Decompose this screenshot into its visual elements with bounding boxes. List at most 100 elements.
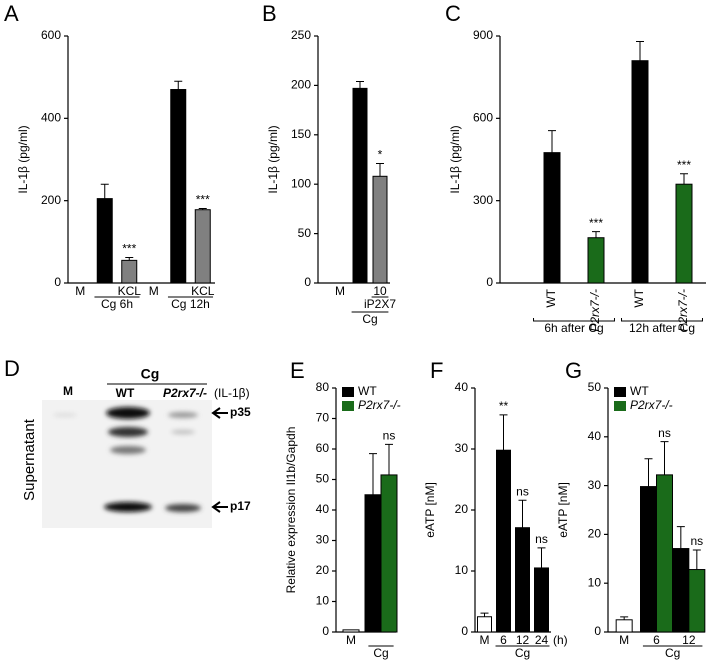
band-label: p17 <box>230 499 251 513</box>
group-label: Cg <box>665 646 680 660</box>
y-tick-label: 0 <box>54 275 61 289</box>
bar <box>543 152 561 284</box>
y-tick-label: 200 <box>291 78 311 92</box>
x-tick-label: 24 <box>535 633 549 647</box>
lane-label: M <box>63 384 73 398</box>
panel-letter: G <box>565 358 582 383</box>
significance-label: *** <box>677 158 691 172</box>
error-bar <box>376 162 384 177</box>
y-tick-label: 20 <box>455 502 469 516</box>
bar <box>496 449 511 633</box>
x-tick-label: 12 <box>682 633 696 647</box>
y-tick-label: 60 <box>316 441 330 455</box>
significance-label: ns <box>658 426 671 440</box>
x-tick-label: 10 <box>373 284 387 298</box>
legend-label: WT <box>630 384 649 398</box>
y-tick-label: 600 <box>41 28 61 42</box>
group-label: Cg <box>373 646 388 660</box>
x-tick-label: 6 <box>500 633 507 647</box>
y-tick-label: 250 <box>291 28 311 42</box>
group-line <box>533 318 615 322</box>
arrow <box>211 501 228 513</box>
group-label: Cg 6h <box>101 297 133 311</box>
bar <box>587 237 605 284</box>
y-tick-label: 30 <box>455 441 469 455</box>
bar <box>515 527 530 633</box>
significance-label: * <box>378 148 383 162</box>
bar <box>194 209 211 284</box>
bar <box>656 474 673 633</box>
y-tick-label: 10 <box>316 594 330 608</box>
arrow <box>211 407 228 419</box>
y-tick-label: 900 <box>473 28 493 42</box>
group-line <box>621 318 703 322</box>
x-tick-label: M <box>75 284 85 298</box>
legend-swatch <box>342 401 354 411</box>
x-tick-label: M <box>619 633 629 647</box>
bar <box>534 567 549 633</box>
panel-letter: C <box>445 1 461 26</box>
error-bar <box>537 547 546 568</box>
x-tick-label: WT <box>544 288 558 307</box>
error-bar <box>620 616 629 620</box>
x-tick-label: WT <box>632 288 646 307</box>
error-bar <box>680 173 688 185</box>
error-bar <box>636 40 644 61</box>
y-axis-label: eATP [nM] <box>423 482 437 538</box>
x-tick-label: 6 <box>653 633 660 647</box>
y-tick-label: 50 <box>298 226 312 240</box>
lane-label: P2rx7-/- <box>163 386 207 400</box>
fraction-label: Supernatant <box>21 418 38 501</box>
error-bar <box>548 130 556 153</box>
significance-label: *** <box>122 242 136 256</box>
y-tick-label: 10 <box>455 563 469 577</box>
legend-swatch <box>614 387 626 397</box>
y-tick-label: 0 <box>322 624 329 638</box>
group-label: Cg <box>362 312 377 326</box>
error-bar <box>499 414 508 451</box>
group-label: 6h after Cg <box>544 321 603 335</box>
bar <box>364 494 382 633</box>
y-tick-label: 40 <box>455 380 469 394</box>
y-tick-label: 400 <box>41 111 61 125</box>
bar <box>672 548 690 633</box>
y-tick-label: 50 <box>316 472 330 486</box>
panel-letter: B <box>262 1 277 26</box>
error-bar <box>660 441 669 475</box>
blot-panel: D M WT P2rx7-/- Cg (IL-1β) Supernatant p… <box>4 356 251 528</box>
bar <box>372 175 388 284</box>
error-bar <box>100 183 109 199</box>
bar <box>352 87 368 284</box>
y-axis-label: Relative expression Il1b/Gapdh <box>284 427 298 594</box>
error-bar <box>592 231 600 238</box>
y-tick-label: 0 <box>594 624 601 638</box>
legend-swatch <box>614 401 626 411</box>
error-bar <box>676 526 685 549</box>
y-tick-label: 30 <box>588 478 602 492</box>
x-tick-label: M <box>335 284 345 298</box>
significance-label: ** <box>499 399 509 413</box>
group-label: Cg <box>141 366 160 382</box>
bar <box>380 474 398 633</box>
error-bar <box>644 458 653 487</box>
x-tick-label: KCL <box>118 284 142 298</box>
group-label: 12h after Cg <box>629 321 695 335</box>
target-label: (IL-1β) <box>214 386 250 400</box>
significance-label: *** <box>589 216 603 230</box>
y-tick-label: 300 <box>473 193 493 207</box>
bar <box>615 619 633 633</box>
error-bar <box>356 80 364 89</box>
significance-label: ns <box>383 429 396 443</box>
bar <box>170 89 187 284</box>
bar <box>96 198 113 284</box>
error-bar <box>518 499 527 528</box>
y-axis-label: IL-1β (pg/ml) <box>266 125 280 193</box>
y-tick-label: 70 <box>316 411 330 425</box>
y-tick-label: 150 <box>291 127 311 141</box>
x-tick-label: KCL <box>191 284 215 298</box>
bar <box>631 60 649 284</box>
panel-letter: E <box>290 358 305 383</box>
significance-label: *** <box>196 193 210 207</box>
legend-label: P2rx7-/- <box>358 398 401 412</box>
